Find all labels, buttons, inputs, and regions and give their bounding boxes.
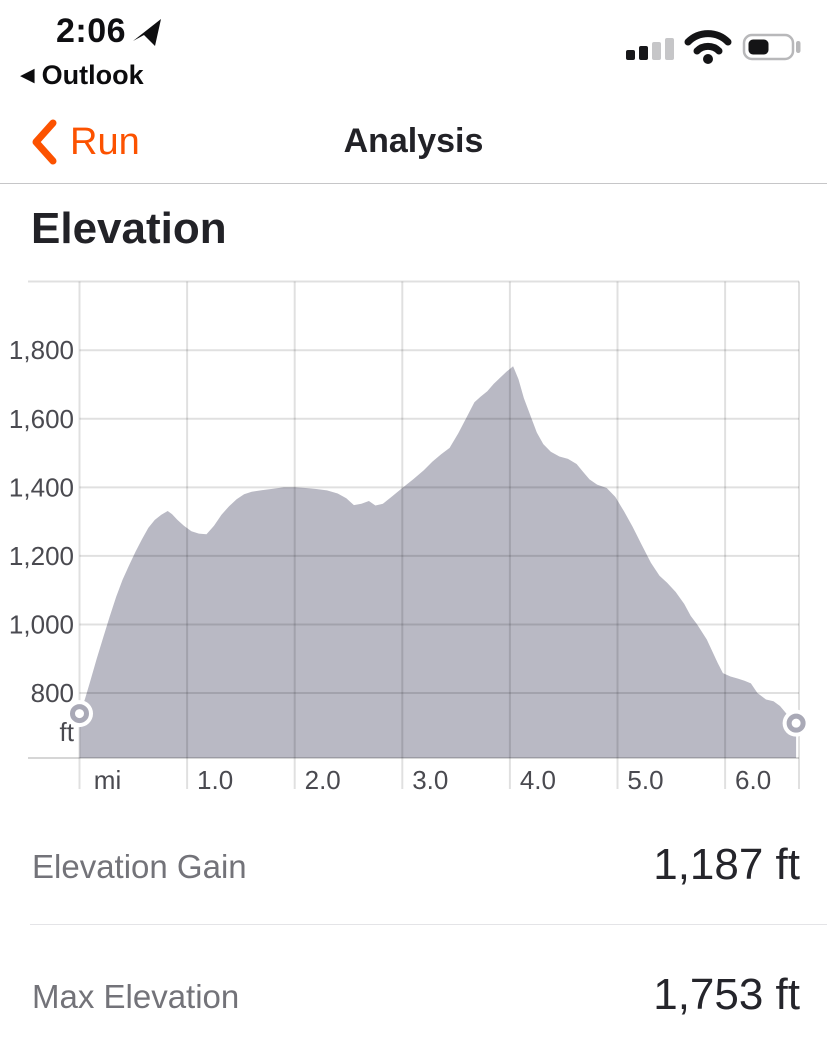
- elevation-area: [79, 366, 797, 758]
- stats-divider: [30, 924, 827, 925]
- svg-text:6.0: 6.0: [735, 765, 771, 795]
- svg-text:1.0: 1.0: [197, 765, 233, 795]
- section-title-elevation: Elevation: [31, 204, 227, 253]
- back-to-app-label: Outlook: [41, 60, 144, 90]
- svg-text:800: 800: [31, 678, 74, 708]
- svg-text:3.0: 3.0: [412, 765, 448, 795]
- back-to-app-icon: ◀: [20, 65, 35, 86]
- svg-text:1,600: 1,600: [9, 404, 74, 434]
- stat-value-elevation-gain: 1,187 ft: [653, 840, 800, 889]
- svg-text:1,000: 1,000: [9, 609, 74, 639]
- back-button-label: Run: [70, 120, 140, 163]
- page-title: Analysis: [343, 122, 484, 160]
- svg-text:4.0: 4.0: [520, 765, 556, 795]
- stat-label-max-elevation: Max Elevation: [32, 978, 240, 1015]
- y-axis-unit-label: ft: [60, 717, 75, 747]
- back-button[interactable]: Run: [30, 116, 140, 168]
- svg-text:1,400: 1,400: [9, 472, 74, 502]
- back-chevron-icon: [32, 119, 57, 165]
- nav-bar: Run Analysis: [0, 100, 827, 184]
- svg-text:1,200: 1,200: [9, 541, 74, 571]
- stat-value-max-elevation: 1,753 ft: [653, 970, 800, 1019]
- location-services-icon: [133, 19, 161, 46]
- stat-label-elevation-gain: Elevation Gain: [32, 848, 247, 885]
- battery-icon: [742, 33, 801, 61]
- cellular-signal-icon: [626, 38, 674, 60]
- wifi-icon: [684, 30, 732, 64]
- status-icons: [626, 30, 801, 64]
- svg-text:5.0: 5.0: [627, 765, 663, 795]
- svg-text:1,800: 1,800: [9, 335, 74, 365]
- x-axis-unit-label: mi: [94, 765, 121, 795]
- svg-text:2.0: 2.0: [305, 765, 341, 795]
- back-to-app-button[interactable]: ◀ Outlook: [20, 60, 144, 91]
- status-time: 2:06: [56, 12, 127, 50]
